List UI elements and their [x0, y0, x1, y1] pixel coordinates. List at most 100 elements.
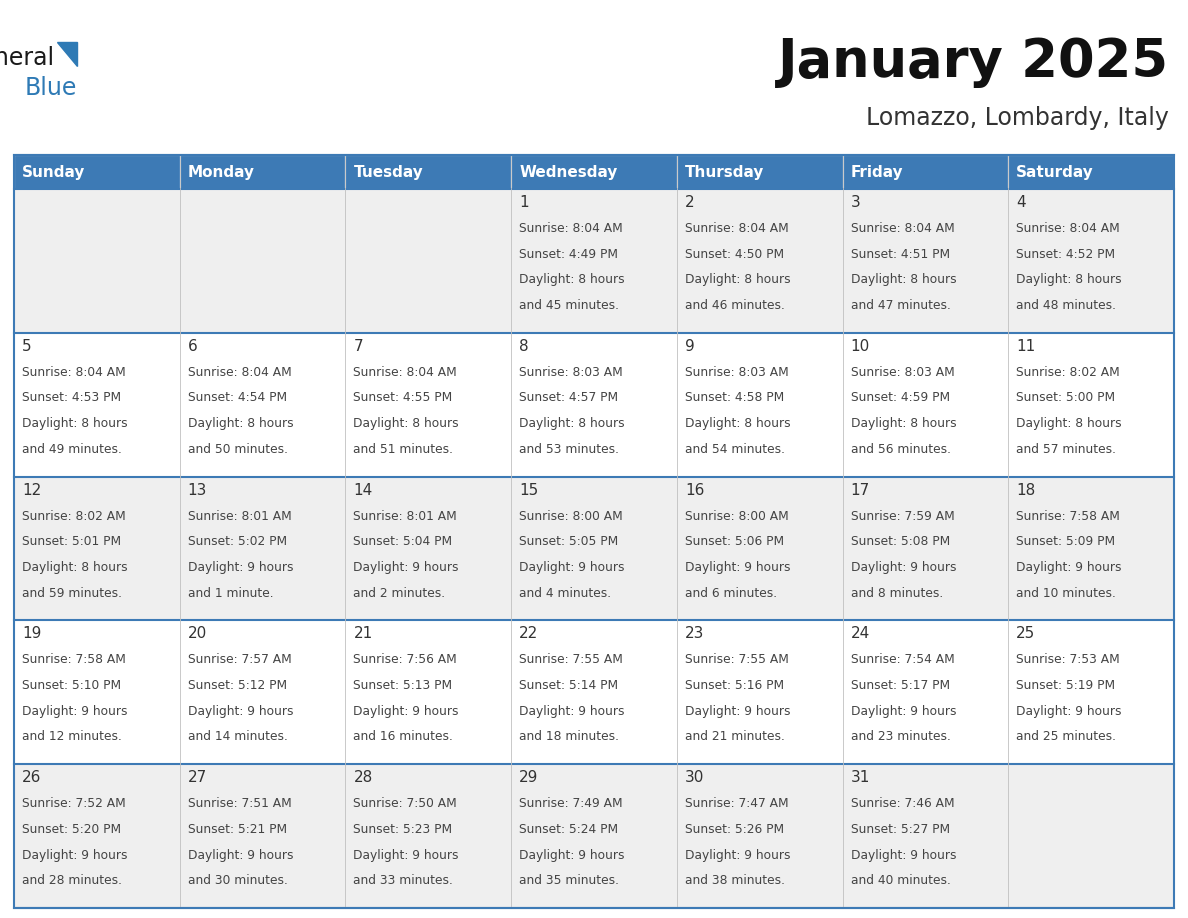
Bar [511, 155, 677, 189]
Text: January 2025: January 2025 [778, 36, 1169, 88]
Text: 18: 18 [1016, 483, 1036, 498]
Text: Daylight: 9 hours: Daylight: 9 hours [1016, 705, 1121, 718]
Text: and 12 minutes.: and 12 minutes. [23, 731, 122, 744]
Text: Sunset: 4:52 PM: Sunset: 4:52 PM [1016, 248, 1116, 261]
Text: 21: 21 [353, 626, 373, 642]
Text: and 59 minutes.: and 59 minutes. [23, 587, 122, 599]
Text: Sunrise: 7:49 AM: Sunrise: 7:49 AM [519, 797, 623, 811]
Text: Sunset: 5:00 PM: Sunset: 5:00 PM [1016, 391, 1116, 405]
Text: and 21 minutes.: and 21 minutes. [684, 731, 785, 744]
Text: Sunset: 5:24 PM: Sunset: 5:24 PM [519, 823, 618, 836]
Text: Sunrise: 8:04 AM: Sunrise: 8:04 AM [519, 222, 623, 235]
Text: Daylight: 9 hours: Daylight: 9 hours [684, 705, 790, 718]
Text: Sunrise: 8:04 AM: Sunrise: 8:04 AM [353, 365, 457, 379]
Text: Daylight: 9 hours: Daylight: 9 hours [519, 561, 625, 574]
Text: Sunset: 5:26 PM: Sunset: 5:26 PM [684, 823, 784, 836]
Text: Sunrise: 8:04 AM: Sunrise: 8:04 AM [1016, 222, 1120, 235]
Text: and 48 minutes.: and 48 minutes. [1016, 299, 1117, 312]
Text: Sunset: 5:21 PM: Sunset: 5:21 PM [188, 823, 286, 836]
Text: Sunset: 4:54 PM: Sunset: 4:54 PM [188, 391, 286, 405]
Text: Daylight: 8 hours: Daylight: 8 hours [851, 417, 956, 431]
Text: and 8 minutes.: and 8 minutes. [851, 587, 943, 599]
Text: and 30 minutes.: and 30 minutes. [188, 874, 287, 887]
Text: 23: 23 [684, 626, 704, 642]
Text: 11: 11 [1016, 339, 1036, 353]
Text: Daylight: 9 hours: Daylight: 9 hours [353, 561, 459, 574]
Text: Sunset: 4:50 PM: Sunset: 4:50 PM [684, 248, 784, 261]
Text: 1: 1 [519, 195, 529, 210]
Text: Daylight: 8 hours: Daylight: 8 hours [519, 417, 625, 431]
Text: Daylight: 8 hours: Daylight: 8 hours [1016, 274, 1121, 286]
Text: 25: 25 [1016, 626, 1036, 642]
Text: Sunset: 5:10 PM: Sunset: 5:10 PM [23, 679, 121, 692]
Bar [14, 155, 1174, 908]
Text: Sunrise: 8:04 AM: Sunrise: 8:04 AM [23, 365, 126, 379]
Text: 15: 15 [519, 483, 538, 498]
Text: Daylight: 9 hours: Daylight: 9 hours [353, 705, 459, 718]
Text: 31: 31 [851, 770, 870, 785]
Text: and 49 minutes.: and 49 minutes. [23, 442, 122, 456]
Text: Daylight: 9 hours: Daylight: 9 hours [23, 705, 127, 718]
Text: 24: 24 [851, 626, 870, 642]
Text: and 47 minutes.: and 47 minutes. [851, 299, 950, 312]
Text: 30: 30 [684, 770, 704, 785]
Text: Daylight: 8 hours: Daylight: 8 hours [684, 274, 790, 286]
Text: Monday: Monday [188, 164, 254, 180]
Text: 2: 2 [684, 195, 695, 210]
Text: Sunset: 5:04 PM: Sunset: 5:04 PM [353, 535, 453, 548]
Text: Sunset: 5:01 PM: Sunset: 5:01 PM [23, 535, 121, 548]
Text: Sunrise: 8:00 AM: Sunrise: 8:00 AM [519, 509, 623, 522]
Text: Sunrise: 8:03 AM: Sunrise: 8:03 AM [851, 365, 954, 379]
Text: Sunrise: 8:00 AM: Sunrise: 8:00 AM [684, 509, 789, 522]
Text: Sunset: 5:05 PM: Sunset: 5:05 PM [519, 535, 619, 548]
Text: and 51 minutes.: and 51 minutes. [353, 442, 454, 456]
Text: and 33 minutes.: and 33 minutes. [353, 874, 454, 887]
Text: Sunrise: 8:04 AM: Sunrise: 8:04 AM [188, 365, 291, 379]
Text: 26: 26 [23, 770, 42, 785]
Bar [179, 155, 346, 189]
Text: Sunrise: 7:53 AM: Sunrise: 7:53 AM [1016, 654, 1120, 666]
Text: Sunrise: 7:55 AM: Sunrise: 7:55 AM [684, 654, 789, 666]
Text: and 57 minutes.: and 57 minutes. [1016, 442, 1117, 456]
Text: Sunset: 5:27 PM: Sunset: 5:27 PM [851, 823, 949, 836]
Text: Daylight: 8 hours: Daylight: 8 hours [353, 417, 459, 431]
Bar [14, 764, 1174, 908]
Text: Daylight: 9 hours: Daylight: 9 hours [188, 561, 293, 574]
Text: and 25 minutes.: and 25 minutes. [1016, 731, 1117, 744]
Bar [842, 155, 1009, 189]
Text: 12: 12 [23, 483, 42, 498]
Text: Daylight: 9 hours: Daylight: 9 hours [684, 848, 790, 861]
Polygon shape [57, 42, 77, 66]
Text: Daylight: 8 hours: Daylight: 8 hours [851, 274, 956, 286]
Text: Sunrise: 8:02 AM: Sunrise: 8:02 AM [23, 509, 126, 522]
Text: and 23 minutes.: and 23 minutes. [851, 731, 950, 744]
Text: and 40 minutes.: and 40 minutes. [851, 874, 950, 887]
Text: Sunset: 5:06 PM: Sunset: 5:06 PM [684, 535, 784, 548]
Text: 29: 29 [519, 770, 538, 785]
Text: General: General [0, 46, 55, 70]
Text: Daylight: 9 hours: Daylight: 9 hours [1016, 561, 1121, 574]
Text: Sunset: 4:55 PM: Sunset: 4:55 PM [353, 391, 453, 405]
Text: Thursday: Thursday [684, 164, 764, 180]
Text: Saturday: Saturday [1016, 164, 1094, 180]
Text: Sunrise: 7:54 AM: Sunrise: 7:54 AM [851, 654, 954, 666]
Text: Sunrise: 7:58 AM: Sunrise: 7:58 AM [23, 654, 126, 666]
Text: Sunrise: 8:03 AM: Sunrise: 8:03 AM [519, 365, 623, 379]
Text: Sunrise: 7:50 AM: Sunrise: 7:50 AM [353, 797, 457, 811]
Text: Daylight: 9 hours: Daylight: 9 hours [851, 561, 956, 574]
Text: and 4 minutes.: and 4 minutes. [519, 587, 612, 599]
Bar [14, 621, 1174, 764]
Text: Sunrise: 8:04 AM: Sunrise: 8:04 AM [851, 222, 954, 235]
Text: Sunset: 5:13 PM: Sunset: 5:13 PM [353, 679, 453, 692]
Text: 4: 4 [1016, 195, 1026, 210]
Text: and 6 minutes.: and 6 minutes. [684, 587, 777, 599]
Text: Sunset: 4:49 PM: Sunset: 4:49 PM [519, 248, 618, 261]
Text: Sunrise: 7:47 AM: Sunrise: 7:47 AM [684, 797, 789, 811]
Text: Sunrise: 8:02 AM: Sunrise: 8:02 AM [1016, 365, 1120, 379]
Text: Daylight: 9 hours: Daylight: 9 hours [23, 848, 127, 861]
Text: Sunset: 5:16 PM: Sunset: 5:16 PM [684, 679, 784, 692]
Text: Sunset: 5:19 PM: Sunset: 5:19 PM [1016, 679, 1116, 692]
Text: Sunrise: 8:01 AM: Sunrise: 8:01 AM [353, 509, 457, 522]
Text: Sunrise: 7:57 AM: Sunrise: 7:57 AM [188, 654, 291, 666]
Text: Lomazzo, Lombardy, Italy: Lomazzo, Lombardy, Italy [866, 106, 1169, 130]
